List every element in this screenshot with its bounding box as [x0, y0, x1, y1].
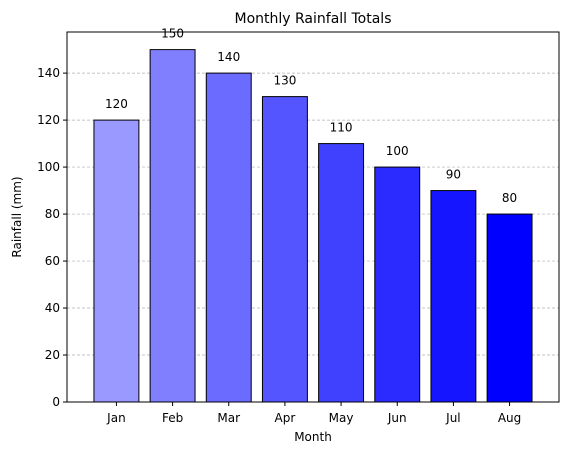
x-tick-label-aug: Aug [498, 411, 521, 425]
bar-feb [149, 49, 196, 403]
data-labels: 120 150 140 130 110 100 90 80 [105, 27, 517, 205]
data-label-apr: 130 [273, 74, 296, 88]
y-tick-label: 140 [37, 66, 60, 80]
y-tick-label: 100 [37, 160, 60, 174]
chart-title: Monthly Rainfall Totals [235, 11, 392, 27]
bar-mar [205, 72, 252, 403]
data-label-jun: 100 [386, 144, 409, 158]
bar-may [318, 143, 365, 403]
x-tick-label-jun: Jun [387, 411, 407, 425]
data-label-jan: 120 [105, 97, 128, 111]
x-tick-label-mar: Mar [217, 411, 240, 425]
bar-aug [486, 213, 533, 403]
plot-frame [66, 31, 560, 403]
y-tick-label: 80 [45, 207, 60, 221]
bar-jul [430, 190, 477, 403]
x-tick-label-jul: Jul [445, 411, 460, 425]
bars [93, 49, 533, 403]
y-tick-label: 20 [45, 348, 60, 362]
x-tick-label-jan: Jan [106, 411, 126, 425]
y-tick-label: 0 [52, 395, 60, 409]
x-axis-label: Month [294, 430, 332, 444]
y-tick-label: 40 [45, 301, 60, 315]
data-label-mar: 140 [217, 50, 240, 64]
bar-apr [261, 96, 308, 403]
data-label-jul: 90 [446, 168, 461, 182]
data-label-aug: 80 [502, 191, 517, 205]
y-tick-label: 60 [45, 254, 60, 268]
data-label-feb: 150 [161, 27, 184, 41]
x-tick-label-feb: Feb [162, 411, 183, 425]
y-axis-label: Rainfall (mm) [10, 176, 24, 257]
x-tick-label-apr: Apr [275, 411, 296, 425]
x-tick-label-may: May [329, 411, 354, 425]
y-tick-label: 120 [37, 113, 60, 127]
data-label-may: 110 [330, 121, 353, 135]
bar-jun [374, 166, 421, 403]
grid-lines [67, 72, 559, 356]
x-axis-ticks: Jan Feb Mar Apr May Jun Jul Aug [106, 402, 521, 425]
bar-jan [93, 119, 140, 403]
y-axis-ticks: 0 20 40 60 80 100 120 140 [37, 66, 67, 409]
